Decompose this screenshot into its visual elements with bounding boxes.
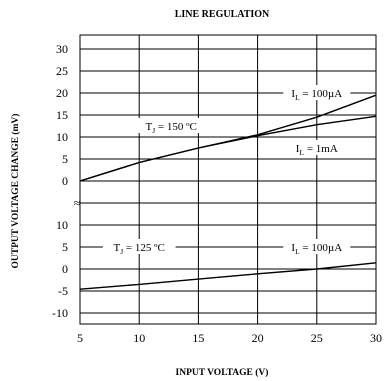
y-tick-labels: ≈30 25 20 15 10 5 0 10 5 0 -5 -10	[52, 42, 81, 320]
y-tick-label: 10	[56, 130, 68, 144]
series-line	[79, 262, 377, 290]
series-lines	[79, 94, 377, 290]
annotation-background	[134, 118, 208, 133]
annotation-label: IL = 1mA	[296, 143, 338, 157]
chart-title: LINE REGULATION	[175, 9, 270, 20]
annotation-background	[289, 140, 345, 155]
series-line	[79, 115, 377, 182]
y-tick-label: 30	[56, 42, 68, 56]
annotation-label: TJ = 150 ºC	[145, 121, 196, 135]
y-tick-label: -10	[52, 306, 68, 320]
annotation-background	[102, 239, 176, 254]
y-axis-label: OUTPUT VOLTAGE CHANGE (mV)	[10, 114, 21, 269]
plot-border	[79, 34, 377, 325]
y-tick-label: 15	[56, 108, 68, 122]
y-tick-label: 10	[56, 218, 68, 232]
x-tick-label: 20	[252, 331, 264, 345]
x-tick-label: 15	[192, 331, 204, 345]
y-tick-label: 5	[62, 152, 68, 166]
y-tick-label: 5	[62, 240, 68, 254]
annotation-background	[283, 85, 351, 100]
annotation-label: IL = 100µA	[291, 242, 342, 256]
annotation-label: TJ = 125 ºC	[114, 242, 165, 256]
plot-frame	[79, 34, 377, 325]
y-tick-label: -5	[58, 284, 68, 298]
y-tick-label: 20	[56, 86, 68, 100]
series-line	[79, 94, 377, 182]
annotation-background	[283, 239, 351, 254]
x-tick-label: 5	[77, 331, 83, 345]
y-tick-label: 0	[62, 262, 68, 276]
x-tick-label: 25	[311, 331, 323, 345]
x-axis-label: INPUT VOLTAGE (V)	[176, 367, 269, 378]
y-tick-label: 0	[62, 174, 68, 188]
x-tick-labels: 5 10 15 20 25 30	[77, 331, 382, 345]
annotation-label: IL = 100µA	[291, 88, 342, 102]
axis-break-symbol: ≈	[74, 196, 81, 210]
x-tick-label: 30	[370, 331, 382, 345]
grid-lines	[80, 35, 376, 324]
x-tick-label: 10	[133, 331, 145, 345]
annotations: TJ = 150 ºC IL = 100µA IL = 1mA TJ = 125 ºC…	[102, 85, 351, 256]
y-tick-label: 25	[56, 64, 68, 78]
